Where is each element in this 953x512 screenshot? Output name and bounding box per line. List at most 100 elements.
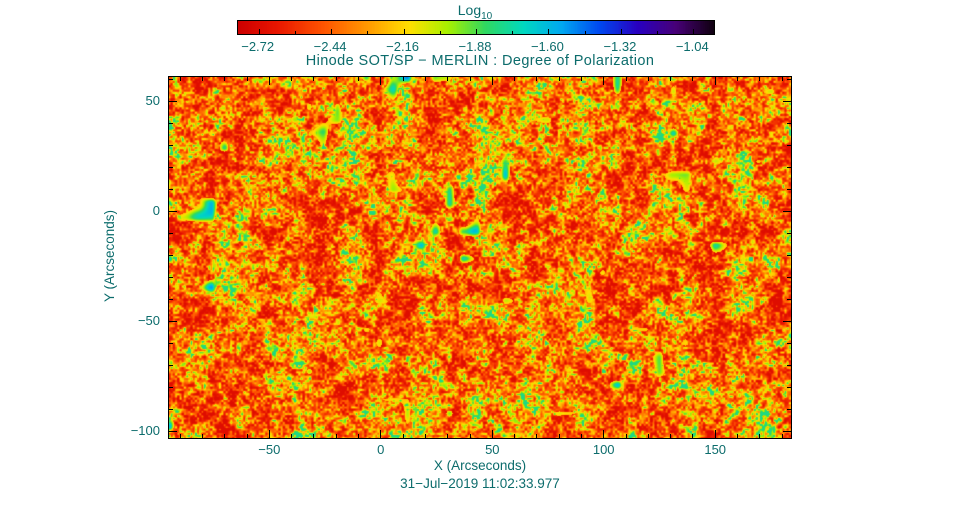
axis-tick bbox=[169, 100, 177, 102]
colorbar-tick bbox=[258, 29, 260, 34]
axis-tick bbox=[380, 77, 382, 85]
axis-tick bbox=[781, 77, 783, 81]
axis-tick bbox=[783, 100, 791, 102]
colorbar bbox=[237, 20, 715, 35]
axis-tick bbox=[787, 188, 791, 190]
axis-tick bbox=[358, 434, 359, 438]
axis-tick bbox=[169, 188, 173, 190]
x-tick-label: 150 bbox=[704, 442, 727, 457]
axis-tick bbox=[647, 77, 649, 81]
axis-tick bbox=[558, 77, 560, 81]
axis-tick bbox=[169, 276, 173, 278]
axis-tick bbox=[335, 77, 337, 81]
axis-tick bbox=[783, 430, 791, 432]
axis-tick bbox=[424, 77, 426, 81]
axis-tick bbox=[787, 232, 791, 234]
axis-tick bbox=[580, 434, 582, 438]
axis-tick bbox=[670, 434, 672, 438]
axis-tick bbox=[787, 254, 791, 256]
x-tick-label: 100 bbox=[592, 442, 615, 457]
colorbar-tick bbox=[512, 31, 514, 34]
axis-tick bbox=[169, 320, 177, 322]
axis-tick bbox=[169, 78, 173, 80]
axis-tick bbox=[558, 434, 560, 438]
axis-tick bbox=[402, 434, 404, 438]
y-axis-label: Y (Arcseconds) bbox=[102, 209, 117, 303]
axis-tick bbox=[787, 386, 791, 388]
axis-tick bbox=[580, 77, 582, 81]
axis-tick bbox=[169, 408, 173, 410]
axis-tick bbox=[224, 77, 226, 81]
colorbar-tick-label: −2.72 bbox=[241, 39, 275, 54]
colorbar-tick bbox=[403, 29, 405, 34]
axis-tick bbox=[692, 77, 694, 81]
axis-tick bbox=[447, 77, 449, 81]
axis-tick bbox=[335, 434, 337, 438]
axis-tick bbox=[714, 77, 716, 85]
x-axis-tick-labels: −50 0 50 100 150 bbox=[0, 442, 953, 458]
axis-tick bbox=[787, 364, 791, 366]
colorbar-tick-label: −1.32 bbox=[603, 39, 637, 54]
colorbar-tick bbox=[693, 29, 695, 34]
colorbar-tick-labels: −2.72 −2.44 −2.16 −1.88 −1.60 −1.32 −1.04 bbox=[237, 39, 713, 55]
x-tick-label: −50 bbox=[258, 442, 281, 457]
axis-tick bbox=[536, 434, 538, 438]
axis-tick bbox=[787, 78, 791, 80]
axis-tick bbox=[536, 77, 538, 81]
colorbar-tick-label: −1.60 bbox=[530, 39, 564, 54]
axis-tick bbox=[787, 144, 791, 146]
colorbar-tick bbox=[367, 31, 369, 34]
axis-tick bbox=[169, 122, 173, 124]
colorbar-tick bbox=[657, 31, 659, 34]
axis-tick bbox=[169, 254, 173, 256]
axis-tick bbox=[179, 77, 181, 81]
axis-tick bbox=[787, 166, 791, 168]
axis-tick bbox=[625, 434, 627, 438]
axis-tick bbox=[514, 434, 516, 438]
axis-tick bbox=[737, 434, 738, 438]
colorbar-tick-label: −1.88 bbox=[458, 39, 492, 54]
colorbar-title-subscript: 10 bbox=[481, 10, 493, 22]
axis-tick bbox=[787, 342, 791, 344]
colorbar-tick-label: −1.04 bbox=[675, 39, 709, 54]
axis-tick bbox=[783, 210, 791, 212]
axis-tick bbox=[268, 430, 270, 438]
axis-tick bbox=[469, 77, 471, 81]
axis-tick bbox=[491, 430, 493, 438]
axis-tick bbox=[714, 430, 716, 438]
axis-tick bbox=[603, 430, 605, 438]
axis-tick bbox=[313, 77, 315, 81]
colorbar-tick bbox=[439, 31, 441, 34]
plot-area bbox=[168, 76, 792, 439]
axis-tick bbox=[169, 210, 177, 212]
axis-tick bbox=[291, 434, 293, 438]
x-tick-label: 50 bbox=[485, 442, 500, 457]
axis-tick bbox=[737, 77, 738, 81]
axis-tick bbox=[491, 77, 493, 85]
colorbar-gradient bbox=[238, 21, 714, 34]
axis-tick bbox=[787, 408, 791, 410]
axis-tick bbox=[469, 434, 471, 438]
axis-tick bbox=[514, 77, 516, 81]
axis-tick bbox=[759, 434, 761, 438]
axis-tick bbox=[169, 298, 173, 300]
axis-tick bbox=[169, 364, 173, 366]
axis-tick bbox=[787, 276, 791, 278]
colorbar-title-text: Log bbox=[457, 2, 482, 18]
axis-tick bbox=[246, 434, 248, 438]
axis-tick bbox=[380, 430, 382, 438]
axis-tick bbox=[179, 434, 181, 438]
axis-tick bbox=[603, 77, 605, 85]
axis-tick bbox=[169, 144, 173, 146]
colorbar-tick bbox=[548, 29, 550, 34]
axis-tick bbox=[169, 386, 173, 388]
x-tick-label: 0 bbox=[377, 442, 385, 457]
axis-tick bbox=[692, 434, 694, 438]
y-tick-label: 0 bbox=[152, 203, 160, 219]
axis-tick bbox=[424, 434, 426, 438]
y-tick-label: −100 bbox=[130, 423, 160, 439]
axis-tick bbox=[169, 342, 173, 344]
y-tick-label: −50 bbox=[137, 313, 160, 329]
axis-tick bbox=[402, 77, 404, 81]
